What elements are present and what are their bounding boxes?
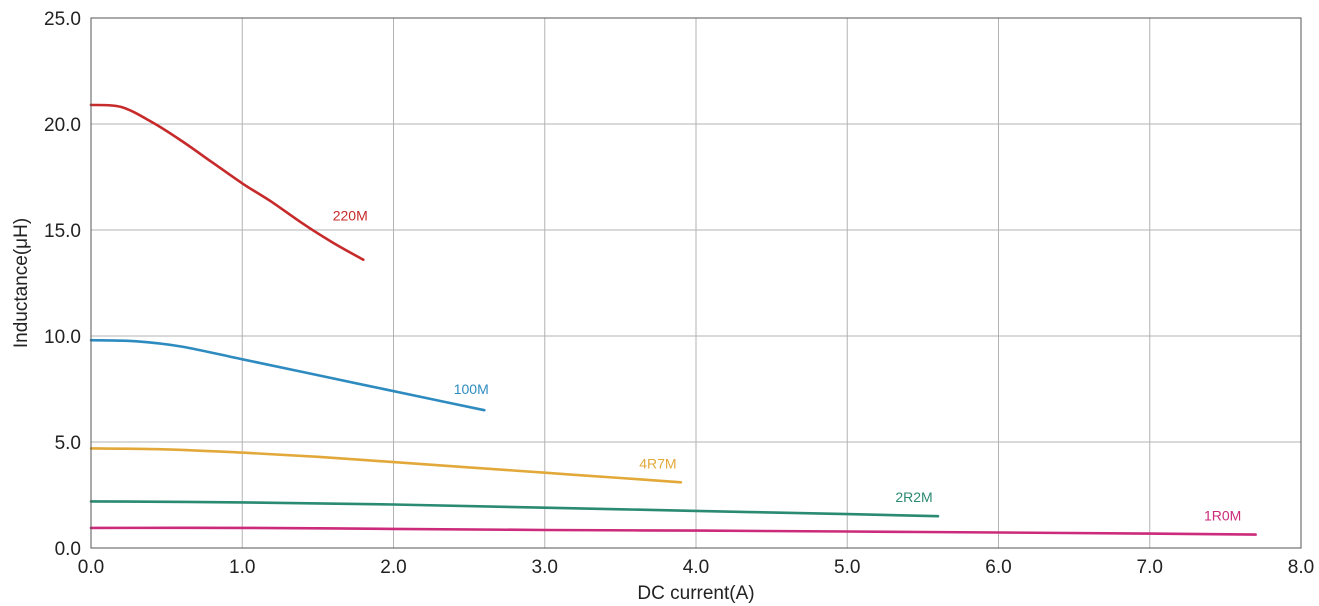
y-tick-label: 20.0 — [44, 115, 81, 136]
series-label-220m: 220M — [333, 208, 368, 224]
series-line-1r0m — [89, 526, 1257, 536]
grid — [90, 17, 1302, 549]
x-tick-label: 7.0 — [1137, 557, 1163, 578]
x-tick-label: 5.0 — [834, 557, 860, 578]
series-line-220m — [89, 103, 365, 261]
x-tick-label: 0.0 — [78, 557, 104, 578]
y-tick-label: 15.0 — [44, 221, 81, 242]
series-label-100m: 100M — [454, 381, 489, 397]
series-label-4r7m: 4R7M — [639, 455, 676, 471]
x-tick-label: 8.0 — [1288, 557, 1314, 578]
series-label-1r0m: 1R0M — [1204, 508, 1241, 524]
y-tick-labels: 0.0 5.0 10.0 15.0 20.0 25.0 — [44, 9, 81, 560]
series-lines — [89, 103, 1257, 536]
x-tick-label: 1.0 — [229, 557, 255, 578]
x-axis-title: DC current(A) — [637, 583, 754, 604]
y-tick-label: 10.0 — [44, 327, 81, 348]
x-tick-labels: 0.0 1.0 2.0 3.0 4.0 5.0 6.0 7.0 8.0 — [78, 557, 1314, 578]
plot-frame — [90, 17, 1302, 549]
y-tick-label: 5.0 — [55, 433, 81, 454]
x-tick-label: 3.0 — [532, 557, 558, 578]
y-tick-label: 0.0 — [55, 539, 81, 560]
x-tick-label: 6.0 — [985, 557, 1011, 578]
y-tick-label: 25.0 — [44, 9, 81, 30]
series-line-4r7m — [89, 447, 683, 484]
x-tick-label: 4.0 — [683, 557, 709, 578]
x-tick-label: 2.0 — [380, 557, 406, 578]
series-labels: 220M 100M 4R7M 2R2M 1R0M — [333, 208, 1242, 524]
series-line-100m — [89, 338, 486, 412]
y-axis-title: Inductance(μH) — [11, 218, 32, 348]
series-line-2r2m — [89, 500, 940, 518]
series-label-2r2m: 2R2M — [895, 489, 932, 505]
